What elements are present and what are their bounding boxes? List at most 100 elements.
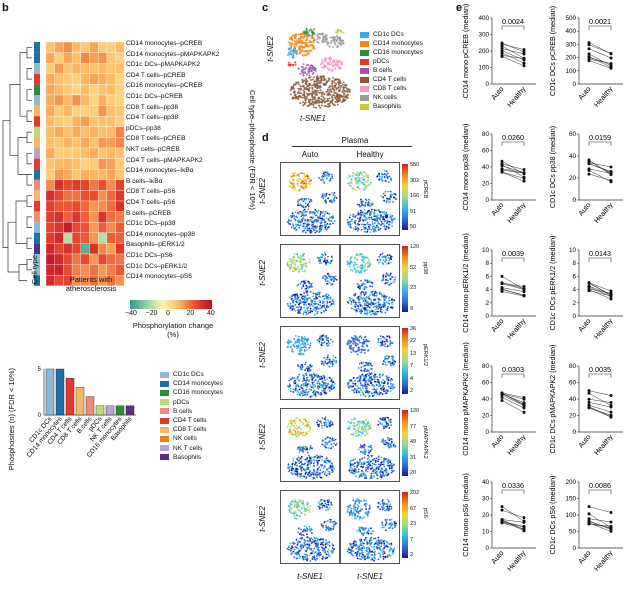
tsne-marker-point — [365, 216, 367, 219]
tsne-point — [338, 42, 341, 45]
tsne-point — [311, 94, 314, 97]
tsne-marker-point — [364, 265, 366, 267]
tsne-marker-point — [297, 391, 300, 394]
tsne-marker-point — [368, 218, 371, 220]
tsne-marker-point — [300, 455, 303, 458]
tsne-marker-point — [350, 256, 353, 259]
tsne-marker-point — [359, 271, 362, 274]
tsne-marker-point — [382, 439, 384, 442]
tsne-marker-point — [333, 197, 335, 200]
tsne-marker-point — [347, 182, 350, 185]
heatmap-cells — [45, 41, 125, 286]
tsne-marker-point — [295, 432, 298, 435]
tsne-marker-point — [327, 501, 330, 504]
tsne-marker-point — [310, 220, 313, 223]
tsne-point — [338, 84, 341, 87]
tsne-marker-point — [296, 428, 299, 430]
tsne-marker-point — [379, 421, 381, 424]
tsne-marker-point — [297, 531, 300, 534]
tsne-marker-point — [388, 376, 390, 379]
tsne-marker-point — [298, 305, 301, 308]
tsne-marker-point — [350, 351, 353, 354]
tsne-marker-point — [360, 198, 362, 201]
tsne-marker-point — [318, 295, 321, 298]
tsne-marker-point — [356, 423, 359, 426]
tsne-marker-point — [389, 190, 392, 193]
dendrogram — [2, 46, 32, 281]
tsne-marker-point — [372, 225, 375, 228]
legend-label: pDCs — [373, 58, 390, 65]
tsne-marker-point — [368, 361, 371, 364]
tsne-marker-point — [325, 201, 328, 204]
tsne-marker-point — [324, 438, 327, 440]
legend-label: CD8 T cells — [373, 85, 407, 92]
heatmap-cell — [80, 200, 90, 212]
tsne-marker-point — [389, 390, 392, 392]
heatmap-cell — [63, 73, 73, 85]
heatmap-cell — [54, 137, 64, 149]
tsne-marker-point — [379, 335, 382, 337]
tsne-marker-point — [355, 309, 358, 312]
tsne-marker-point — [307, 312, 310, 315]
tsne-marker-point — [329, 518, 332, 521]
tsne-marker-point — [378, 178, 380, 181]
tsne-point — [293, 83, 296, 86]
tsne-point — [346, 97, 349, 100]
tsne-marker-point — [298, 312, 301, 315]
tsne-point — [310, 70, 313, 73]
tsne-marker-point — [335, 442, 338, 445]
tsne-marker-point — [291, 465, 294, 468]
tsne-marker-point — [368, 223, 371, 226]
tsne-marker-point — [320, 524, 323, 527]
tsne-marker-point — [325, 503, 328, 506]
heatmap-cell — [89, 63, 99, 74]
tsne-c-ylabel: t-SNE2 — [266, 36, 275, 62]
tsne-marker-point — [368, 459, 371, 462]
tsne-marker-point — [312, 309, 315, 311]
tsne-marker-point — [380, 308, 383, 311]
tsne-marker-point — [375, 391, 378, 394]
tsne-marker-point — [318, 307, 320, 310]
tsne-marker-point — [306, 533, 308, 536]
tsne-marker-point — [301, 265, 304, 268]
tsne-marker-point — [375, 306, 378, 308]
heatmap-cell — [106, 200, 116, 212]
tsne-point — [330, 62, 333, 65]
tsne-marker-point — [308, 554, 311, 557]
legend-swatch — [360, 58, 369, 65]
tsne-marker-point — [358, 346, 360, 349]
tsne-marker-point — [335, 278, 338, 281]
heatmap-cell — [71, 41, 81, 53]
legend-label: pDCs — [173, 398, 190, 406]
tsne-marker-point — [385, 364, 388, 367]
tsne-point — [320, 98, 323, 101]
tsne-marker-point — [300, 528, 302, 531]
tsne-marker-point — [296, 475, 299, 477]
tsne-marker-point — [329, 261, 332, 264]
tsne-marker-point — [393, 360, 396, 363]
tsne-marker-point — [367, 349, 370, 352]
tsne-point — [313, 106, 316, 109]
tsne-marker-point — [305, 526, 308, 529]
tsne-marker-point — [371, 290, 374, 293]
legend-swatch — [360, 94, 369, 101]
tsne-marker-point — [300, 460, 303, 463]
tsne-marker-point — [309, 342, 312, 345]
tsne-marker-point — [357, 286, 359, 289]
tsne-marker-point — [369, 460, 372, 463]
tsne-marker-point — [330, 438, 333, 441]
tsne-marker-point — [329, 297, 332, 300]
tsne-marker-point — [366, 457, 369, 460]
tsne-marker-point — [308, 368, 310, 371]
tsne-marker-point — [299, 458, 302, 461]
tsne-marker-point — [358, 301, 361, 304]
tsne-colorbar-tick: 166 — [410, 193, 420, 199]
tsne-marker-point — [377, 222, 380, 225]
tsne-marker-point — [362, 225, 365, 228]
tsne-marker-point — [385, 211, 388, 214]
legend-label: NK cells — [173, 435, 197, 443]
colorbar-title: Phosphorylation change (%) — [132, 321, 214, 339]
tsne-marker-point — [306, 509, 308, 512]
tsne-marker-point — [308, 346, 311, 349]
tsne-marker-point — [392, 387, 394, 390]
